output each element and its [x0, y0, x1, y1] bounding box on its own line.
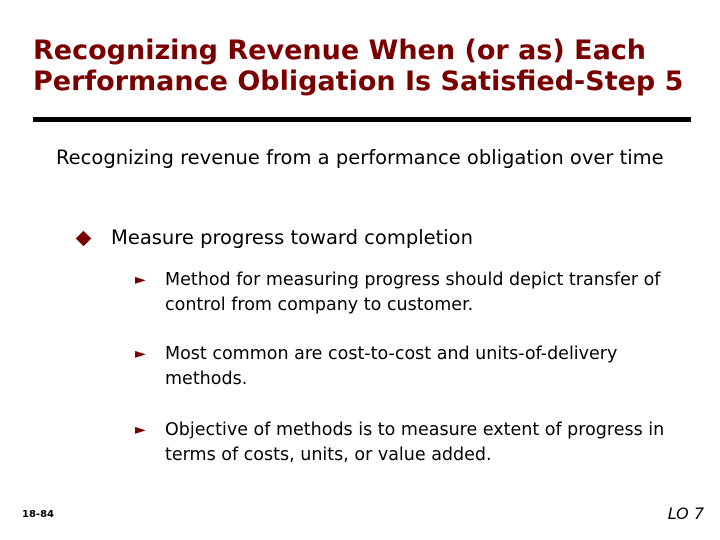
learning-objective-label: LO 7 [667, 504, 704, 523]
main-bullet-text: Recognizing revenue from a performance o… [56, 146, 664, 169]
diamond-bullet-icon [75, 230, 92, 247]
detail-bullet-text: Most common are cost-to-cost and units-o… [165, 344, 618, 390]
triangle-arrow-bullet-icon: ► [135, 272, 146, 288]
detail-bullet-text: Objective of methods is to measure exten… [165, 420, 665, 466]
sub-bullet-text: Measure progress toward completion [111, 226, 473, 249]
triangle-arrow-bullet-icon: ► [135, 422, 146, 438]
triangle-arrow-bullet-icon: ► [135, 346, 146, 362]
slide-title: Recognizing Revenue When (or as) Each Pe… [33, 35, 684, 97]
detail-bullet-text: Method for measuring progress should dep… [165, 270, 661, 316]
slide-number: 18-84 [22, 509, 54, 520]
title-underline-rule [33, 117, 691, 122]
